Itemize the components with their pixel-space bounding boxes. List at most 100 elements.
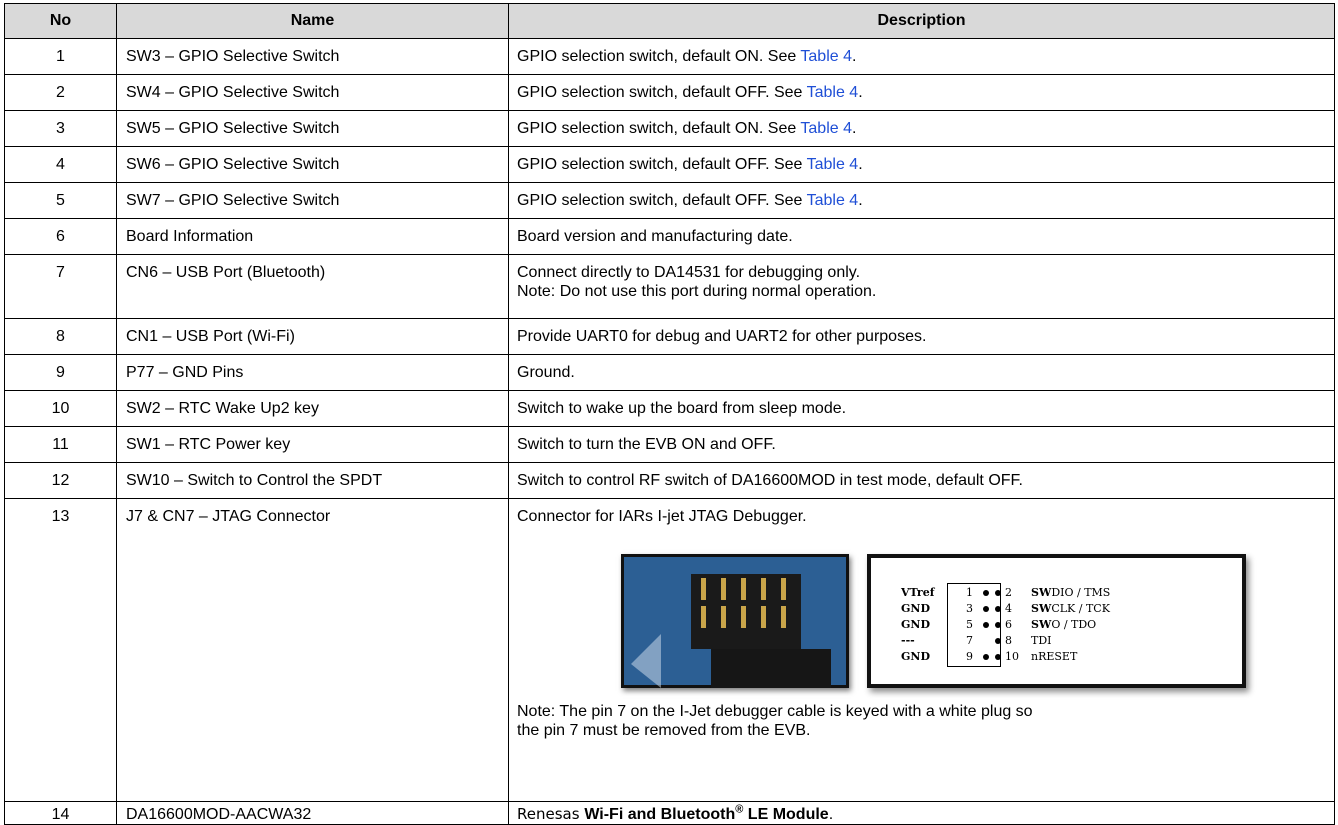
signal-text: TDI	[1031, 634, 1052, 647]
pin-signal: SWCLK / TCK	[1031, 601, 1110, 617]
text-segment: Note: The pin 7 on the I-Jet debugger ca…	[517, 703, 1033, 720]
pin-signal: nRESET	[1031, 649, 1077, 665]
name-cell: SW6 – GPIO Selective Switch	[116, 146, 509, 183]
text-line: Ground.	[517, 363, 1334, 382]
table-row: 5 SW7 – GPIO Selective Switch GPIO selecti…	[4, 182, 1335, 219]
description-cell: Board version and manufacturing date.	[508, 218, 1335, 255]
no-cell: 10	[4, 390, 117, 427]
no-cell: 13	[4, 498, 117, 802]
description-cell: GPIO selection switch, default OFF. See …	[508, 74, 1335, 111]
text-segment: Note: Do not use this port during normal…	[517, 283, 877, 300]
name-cell: SW5 – GPIO Selective Switch	[116, 110, 509, 147]
pin-signal: TDI	[1031, 633, 1052, 649]
description-cell: Connector for IARs I-jet JTAG Debugger. V…	[508, 498, 1335, 802]
text-segment: .	[851, 120, 857, 137]
description-cell: GPIO selection switch, default ON. See T…	[508, 110, 1335, 147]
signal-text: CLK / TCK	[1051, 602, 1110, 615]
pin-dot	[995, 654, 1001, 660]
text-segment: Switch to control RF switch of DA16600MO…	[517, 472, 1023, 489]
description-cell: Ground.	[508, 354, 1335, 391]
description-cell: GPIO selection switch, default OFF. See …	[508, 146, 1335, 183]
note: Note: The pin 7 on the I-Jet debugger ca…	[517, 702, 1334, 740]
text-line: Connector for IARs I-jet JTAG Debugger.	[517, 507, 1334, 526]
text-segment: Switch to wake up the board from sleep m…	[517, 400, 847, 417]
no-cell: 3	[4, 110, 117, 147]
pin-dot	[983, 606, 989, 612]
pin-number: 7	[966, 634, 973, 647]
pin-signal: SWDIO / TMS	[1031, 585, 1110, 601]
table-row: 11 SW1 – RTC Power key Switch to turn the …	[4, 426, 1335, 463]
component-table: No Name Description 1 SW3 – GPIO Selectiv…	[4, 3, 1335, 825]
text-line: Switch to turn the EVB ON and OFF.	[517, 435, 1334, 454]
text-line: GPIO selection switch, default OFF. See …	[517, 83, 1334, 102]
description-cell: GPIO selection switch, default OFF. See …	[508, 182, 1335, 219]
pin-dot	[983, 654, 989, 660]
table-link[interactable]: Table 4	[806, 84, 859, 101]
table-link[interactable]: Table 4	[806, 156, 859, 173]
text-line: Board version and manufacturing date.	[517, 227, 1334, 246]
text-segment: GPIO selection switch, default OFF. See	[517, 84, 807, 101]
name-cell: SW2 – RTC Wake Up2 key	[116, 390, 509, 427]
signal-prefix: SW	[1031, 618, 1052, 631]
table-row: 1 SW3 – GPIO Selective Switch GPIO selecti…	[4, 38, 1335, 75]
pinout-row: GND 9 10 nRESET	[871, 649, 1242, 665]
pinout-row: GND 5 6 SWO / TDO	[871, 617, 1242, 633]
text-line: Connect directly to DA14531 for debuggin…	[517, 263, 1334, 282]
text-line: the pin 7 must be removed from the EVB.	[517, 721, 1334, 740]
name-cell: SW1 – RTC Power key	[116, 426, 509, 463]
table-link[interactable]: Table 4	[800, 120, 852, 137]
description-cell: Switch to wake up the board from sleep m…	[508, 390, 1335, 427]
connector-photo	[621, 554, 849, 688]
description-cell: Connect directly to DA14531 for debuggin…	[508, 254, 1335, 319]
text-segment: .	[858, 192, 863, 209]
table-row: 12 SW10 – Switch to Control the SPDT Switc…	[4, 462, 1335, 499]
text-line: GPIO selection switch, default ON. See T…	[517, 47, 1334, 66]
pin-dot	[983, 622, 989, 628]
text-segment: GPIO selection switch, default OFF. See	[517, 192, 807, 209]
text-segment: .	[858, 156, 863, 173]
text-line: Switch to wake up the board from sleep m…	[517, 399, 1334, 418]
no-cell: 5	[4, 182, 117, 219]
table-link[interactable]: Table 4	[800, 48, 852, 65]
signal-text: DIO / TMS	[1051, 586, 1111, 599]
jtag-figure: VTref 1 2 SWDIO / TMS GND 3 4 SWCLK / TCK GND 5 6 S…	[517, 538, 1334, 702]
pin-number: 5	[966, 618, 973, 631]
pin-signal: SWO / TDO	[1031, 617, 1096, 633]
name-cell: Board Information	[116, 218, 509, 255]
pin-label: GND	[901, 650, 930, 663]
no-cell: 11	[4, 426, 117, 463]
pin-dot	[995, 606, 1001, 612]
pin-number: 2	[1005, 586, 1012, 599]
table-link[interactable]: Table 4	[806, 192, 859, 209]
pinout-diagram: VTref 1 2 SWDIO / TMS GND 3 4 SWCLK / TCK GND 5 6 S…	[867, 554, 1246, 688]
no-cell: 1	[4, 38, 117, 75]
description-cell: Switch to control RF switch of DA16600MO…	[508, 462, 1335, 499]
table-row: 6 Board Information Board version and manu…	[4, 218, 1335, 255]
text-segment: Switch to turn the EVB ON and OFF.	[517, 436, 776, 453]
table-row: 7 CN6 – USB Port (Bluetooth) Connect direc…	[4, 254, 1335, 319]
table-row: 9 P77 – GND Pins Ground.	[4, 354, 1335, 391]
pin-label: ---	[901, 634, 915, 647]
text-segment: ®	[735, 803, 744, 816]
text-segment: .	[851, 48, 857, 65]
pin-label: GND	[901, 602, 930, 615]
name-cell: SW3 – GPIO Selective Switch	[116, 38, 509, 75]
signal-text: nRESET	[1031, 650, 1078, 663]
text-segment: Board version and manufacturing date.	[517, 228, 793, 245]
pin-number: 4	[1005, 602, 1012, 615]
no-cell: 14	[4, 801, 117, 825]
table-row: 8 CN1 – USB Port (Wi-Fi) Provide UART0 for…	[4, 318, 1335, 355]
signal-prefix: SW	[1031, 602, 1052, 615]
pin-number: 3	[966, 602, 973, 615]
pin-dot	[995, 590, 1001, 596]
no-cell: 9	[4, 354, 117, 391]
pin-label: VTref	[901, 586, 935, 599]
description-cell: Switch to turn the EVB ON and OFF.	[508, 426, 1335, 463]
table-row: 13 J7 & CN7 – JTAG Connector Connector for…	[4, 498, 1335, 802]
no-cell: 4	[4, 146, 117, 183]
text-segment: the pin 7 must be removed from the EVB.	[517, 722, 811, 739]
text-segment: Provide UART0 for debug and UART2 for ot…	[517, 328, 927, 345]
no-cell: 12	[4, 462, 117, 499]
pin-label: GND	[901, 618, 930, 631]
